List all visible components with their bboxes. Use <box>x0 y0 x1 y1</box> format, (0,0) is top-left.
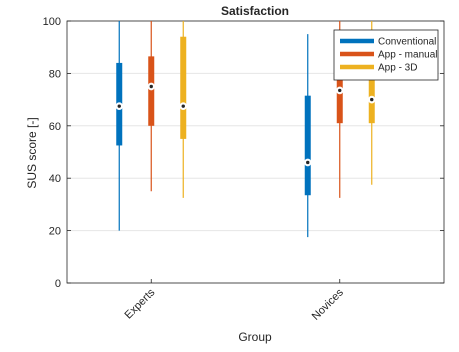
x-tick-label: Novices <box>310 286 347 323</box>
y-tick-label: 20 <box>49 226 61 238</box>
median-marker-dot <box>181 104 185 108</box>
box-body <box>148 56 155 126</box>
box-body <box>368 53 375 124</box>
y-tick-label: 60 <box>49 121 61 133</box>
y-tick-label: 80 <box>49 68 61 80</box>
box-body <box>180 36 187 139</box>
legend-label: Conventional <box>378 37 436 48</box>
box-app-3d <box>179 21 188 198</box>
y-tick-label: 40 <box>49 173 61 185</box>
box-conventional <box>303 34 312 238</box>
median-marker-dot <box>338 88 342 93</box>
box-conventional <box>115 21 124 231</box>
axes-box <box>66 20 445 284</box>
y-tick-label: 100 <box>43 16 61 28</box>
median-marker-dot <box>370 97 374 102</box>
median-marker-dot <box>117 104 121 108</box>
legend: Conventional App - manual App - 3D <box>333 29 439 81</box>
median-marker-dot <box>306 160 310 165</box>
median-marker-dot <box>149 84 153 89</box>
chart-title: Satisfaction <box>221 4 289 18</box>
y-tick-label: 0 <box>55 278 61 290</box>
x-axis-label: Group <box>238 330 272 344</box>
legend-label: App - 3D <box>378 63 417 74</box>
plot-layer <box>115 21 376 238</box>
box-app-manual <box>147 21 156 192</box>
legend-label: App - manual <box>378 50 437 61</box>
y-axis-label: SUS score [-] <box>25 117 39 188</box>
x-tick-label: Experts <box>123 286 158 321</box>
box-body <box>304 95 311 196</box>
